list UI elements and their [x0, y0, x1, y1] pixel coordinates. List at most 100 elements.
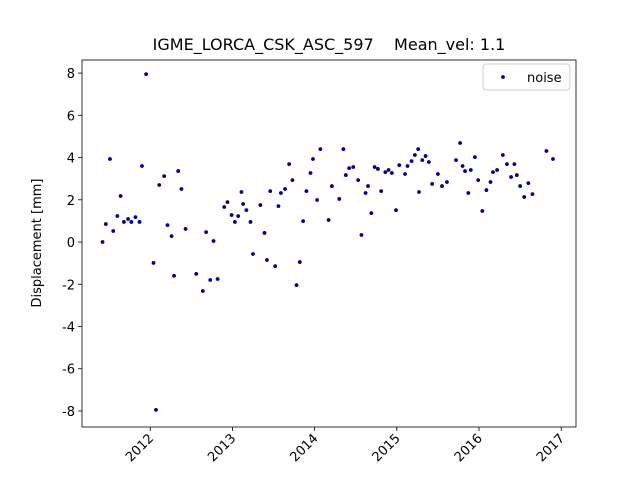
point	[436, 172, 440, 176]
point	[294, 283, 299, 287]
x-tick-label: 2016	[452, 431, 486, 465]
legend-box	[482, 63, 571, 91]
point	[215, 277, 220, 281]
point	[347, 166, 352, 171]
chart-title: IGME_LORCA_CSK_ASC_597 Mean_vel: 1.1	[153, 35, 506, 55]
point	[308, 171, 313, 175]
point	[172, 273, 176, 278]
point	[287, 162, 292, 167]
point	[329, 184, 334, 188]
point	[409, 159, 414, 164]
point	[376, 167, 380, 171]
point	[491, 170, 495, 175]
point	[157, 183, 162, 187]
point	[239, 190, 244, 194]
point	[551, 157, 555, 161]
y-tick-label: -4	[62, 320, 75, 335]
point	[118, 194, 123, 198]
point	[151, 261, 156, 265]
point	[389, 171, 394, 175]
point	[297, 260, 302, 264]
point	[248, 220, 253, 224]
point	[283, 187, 287, 191]
point	[273, 264, 278, 268]
point	[463, 169, 467, 173]
point	[301, 219, 306, 224]
point	[363, 191, 368, 195]
point	[169, 234, 174, 239]
y-tick-label: 8	[67, 67, 75, 82]
point	[343, 173, 348, 177]
point	[183, 227, 188, 231]
point	[403, 172, 407, 176]
point	[179, 187, 184, 191]
point	[476, 178, 481, 183]
point	[194, 272, 199, 276]
point	[366, 184, 370, 188]
plot-area	[81, 59, 577, 428]
y-tick-label: 4	[67, 152, 75, 167]
point	[115, 214, 120, 218]
point	[417, 190, 421, 194]
point	[208, 278, 213, 282]
point	[222, 205, 227, 209]
point	[405, 164, 410, 168]
point	[386, 168, 391, 172]
point	[466, 191, 471, 195]
point	[126, 217, 130, 221]
point	[111, 229, 116, 233]
point	[351, 165, 356, 169]
point	[326, 218, 331, 222]
point	[129, 220, 134, 224]
x-tick-label: 2013	[205, 431, 239, 465]
point	[397, 163, 402, 168]
point	[526, 181, 531, 186]
point	[100, 240, 105, 244]
point	[304, 189, 309, 194]
y-tick-label: -8	[62, 405, 75, 420]
point	[522, 195, 527, 199]
point	[509, 175, 513, 179]
point	[311, 157, 315, 161]
legend-label: noise	[527, 71, 562, 86]
point	[460, 164, 465, 168]
point	[258, 203, 263, 207]
point	[236, 214, 241, 218]
x-tick-label: 2015	[370, 431, 404, 465]
point	[495, 168, 499, 172]
point	[162, 174, 167, 179]
y-tick-label: 0	[67, 236, 75, 251]
point	[468, 168, 473, 172]
x-tick-label: 2012	[123, 431, 157, 465]
point	[416, 147, 421, 152]
point	[276, 204, 281, 209]
point	[379, 189, 384, 194]
point	[426, 160, 431, 164]
point	[144, 72, 149, 77]
y-tick-label: 2	[67, 194, 75, 209]
y-axis-label: Displacement [mm]	[30, 179, 45, 308]
point	[512, 162, 517, 167]
point	[420, 158, 425, 162]
point	[530, 192, 535, 196]
point	[318, 147, 323, 152]
point	[229, 213, 234, 217]
point	[225, 200, 230, 205]
point	[244, 208, 249, 213]
point	[279, 191, 283, 195]
x-tick-label: 2014	[287, 431, 321, 465]
point	[500, 153, 505, 157]
point	[241, 202, 246, 206]
point	[262, 231, 267, 235]
point	[445, 180, 449, 184]
point	[103, 222, 108, 226]
point	[423, 154, 428, 158]
point	[430, 182, 435, 186]
point	[265, 258, 269, 262]
point	[356, 178, 361, 183]
point	[472, 155, 477, 160]
point	[480, 209, 485, 213]
point	[108, 157, 112, 161]
point	[315, 198, 319, 202]
y-tick-label: -6	[62, 363, 75, 378]
